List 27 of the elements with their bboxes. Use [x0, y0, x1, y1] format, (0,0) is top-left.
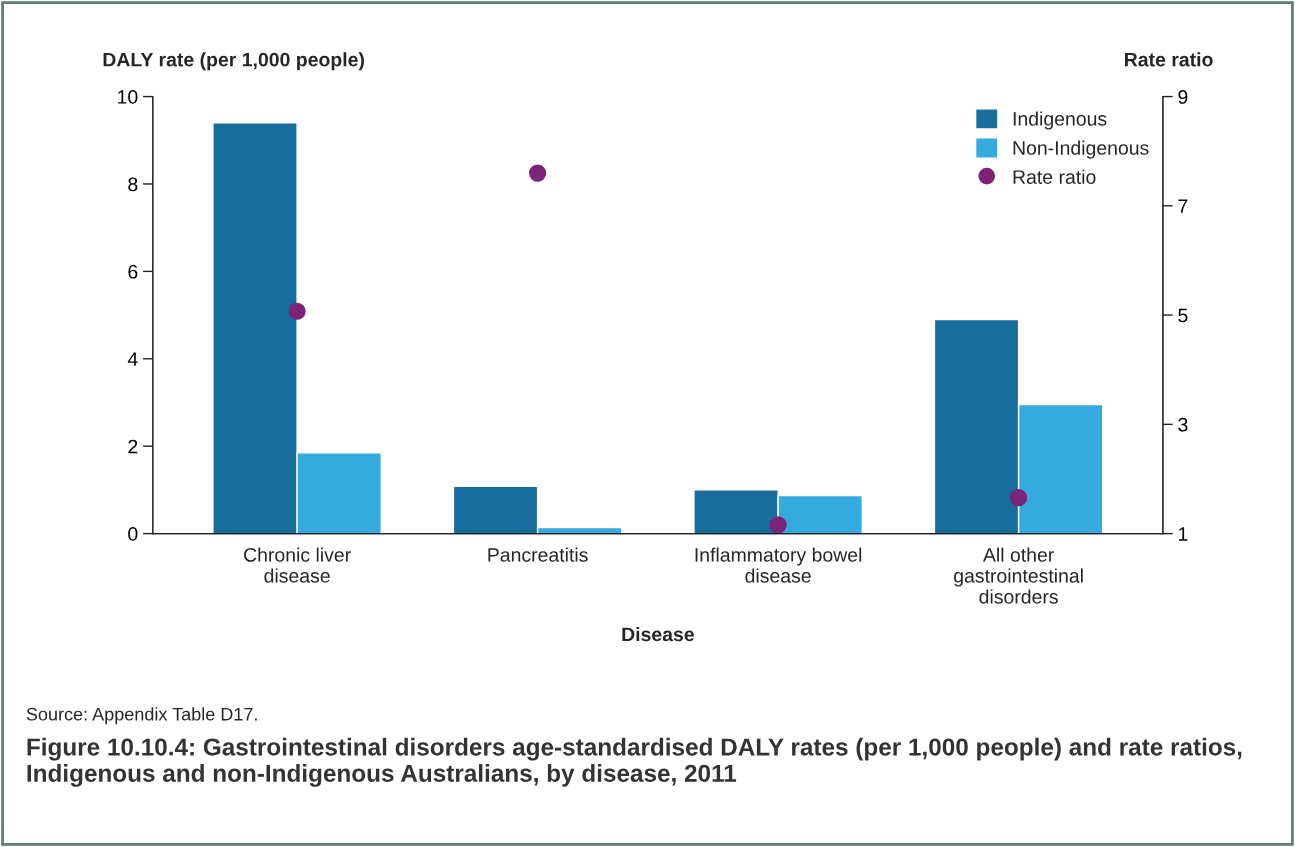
y-tick-label: 10	[118, 90, 138, 104]
legend-label: Rate ratio	[1013, 169, 1096, 184]
y2-tick-label: 1	[1178, 527, 1188, 541]
x-tick-label: Inflammatory bowel disease	[695, 547, 862, 583]
y-axis-title: DALY rate (per 1,000 people)	[103, 52, 364, 71]
point	[288, 302, 306, 320]
y-tick-label: 6	[128, 264, 138, 279]
y2-tick-label: 9	[1178, 90, 1188, 104]
y-tick-label: 2	[128, 439, 138, 454]
point	[1009, 488, 1028, 507]
x-tick-label: Pancreatitis	[488, 547, 588, 562]
y2-tick-label: 3	[1178, 417, 1188, 432]
legend-label: Non-Indigenous	[1013, 140, 1149, 159]
source-note: Source: Appendix Table D17.	[26, 707, 257, 725]
legend-label: Indigenous	[1013, 111, 1107, 130]
point	[769, 516, 787, 534]
y2-axis-title: Rate ratio	[1125, 52, 1213, 67]
y2-tick-label: 7	[1178, 199, 1188, 213]
point	[528, 164, 547, 182]
y-tick-label: 0	[128, 527, 138, 541]
x-axis-title: Disease	[622, 626, 694, 642]
y-tick-label: 8	[128, 177, 138, 192]
x-tick-label: All other gastrointestinal disorders	[954, 547, 1083, 604]
y2-tick-label: 5	[1178, 308, 1188, 323]
y-tick-label: 4	[127, 352, 138, 366]
text: Figure 10.10.4: Gastrointestinal disorders age-standardised DALY rates (per 1,000 people) and rate ratios, Indigenous and non-Indigenous Australians, by disease, 2011	[27, 737, 1242, 787]
x-tick-label: Chronic liver disease	[244, 547, 351, 583]
